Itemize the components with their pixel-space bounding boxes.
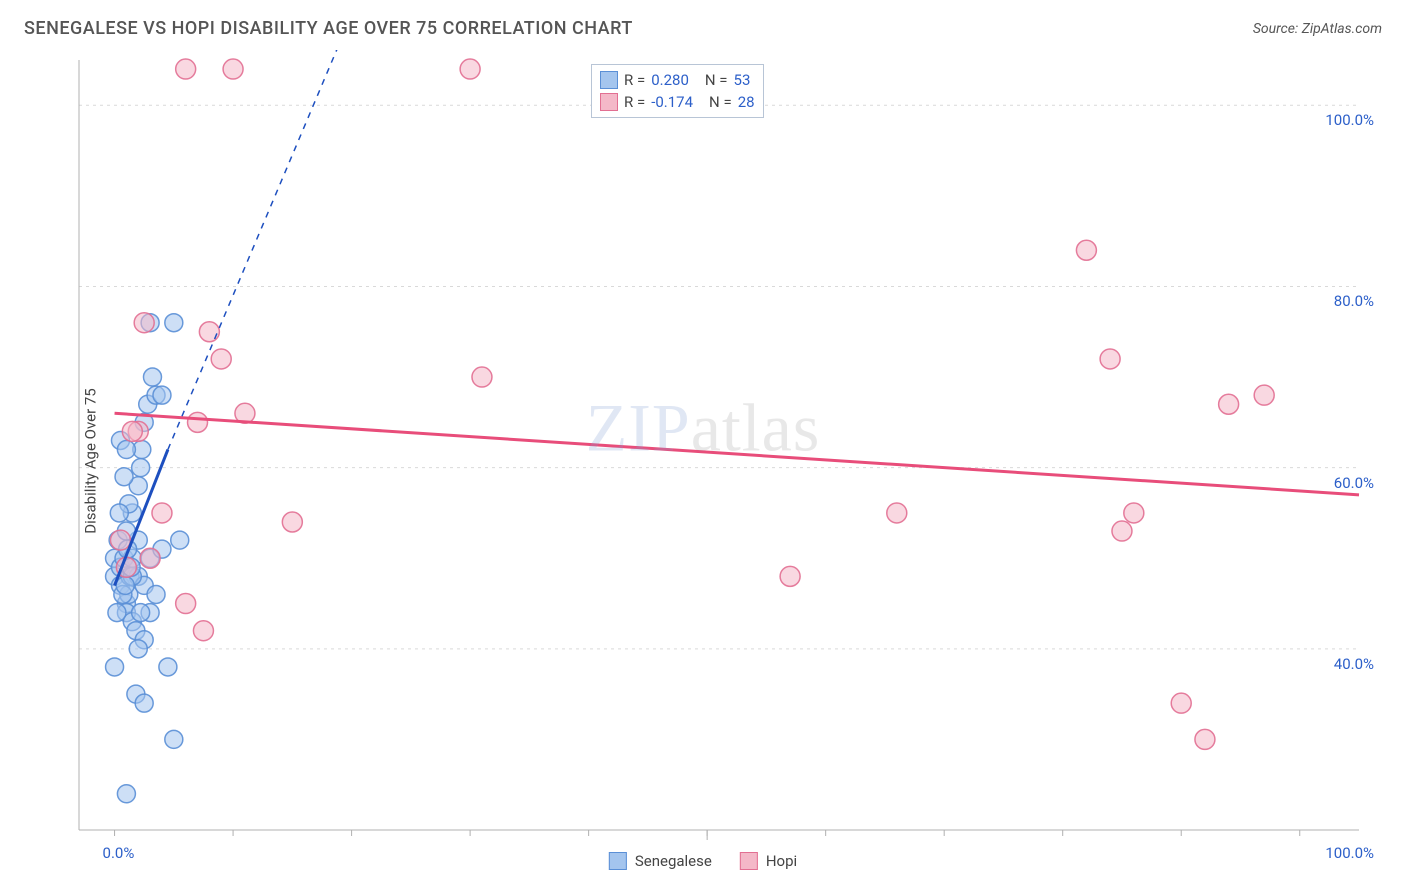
stat-r-label: R = [624,71,645,89]
x-tick-max: 100.0% [1325,844,1374,862]
stat-n-value: 28 [738,93,755,111]
y-tick-label: 60.0% [1334,474,1374,492]
stat-r-label: R = [624,93,645,111]
chart-title: SENEGALESE VS HOPI DISABILITY AGE OVER 7… [24,18,633,39]
source-label: Source: ZipAtlas.com [1253,21,1382,37]
stat-r-value: -0.174 [651,93,693,111]
scatter-plot [24,50,1389,870]
stats-legend-box: R =0.280N =53R =-0.174N =28 [591,64,764,118]
header: SENEGALESE VS HOPI DISABILITY AGE OVER 7… [0,0,1406,47]
legend-item: Hopi [740,852,797,870]
series-legend: Senegalese Hopi [609,852,797,870]
legend-item: Senegalese [609,852,712,870]
stat-n-value: 53 [734,71,751,89]
legend-label: Senegalese [635,852,712,870]
stats-row: R = 0.280 N = 53 [600,69,755,91]
stat-n-label: N = [705,71,728,89]
legend-swatch [740,852,758,870]
y-tick-label: 40.0% [1334,655,1374,673]
stats-row: R = -0.174 N = 28 [600,91,755,113]
stat-swatch [600,93,618,111]
y-tick-label: 80.0% [1334,292,1374,310]
stat-n-label: N = [709,93,732,111]
legend-swatch [609,852,627,870]
y-axis-label: Disability Age Over 75 [82,388,100,533]
y-tick-label: 100.0% [1325,111,1374,129]
stat-swatch [600,71,618,89]
chart-container: Disability Age Over 75 ZIPatlas R =0.280… [24,50,1382,872]
x-tick-min: 0.0% [103,844,135,862]
stat-r-value: 0.280 [651,71,689,89]
legend-label: Hopi [766,852,797,870]
